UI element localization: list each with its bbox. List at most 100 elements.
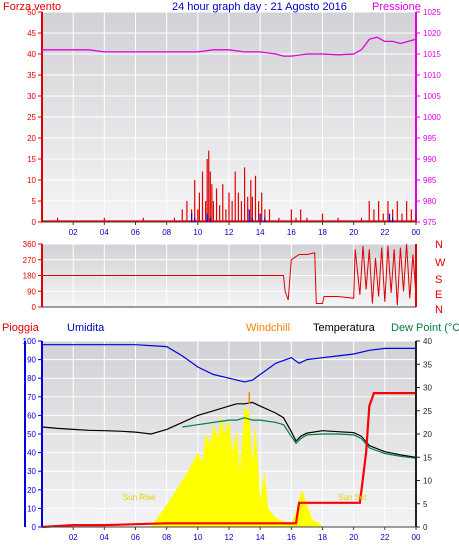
wind-x-tick-label: 20	[349, 228, 358, 237]
time-x-tick-label: 10	[193, 533, 202, 542]
wind-tick-label: 50	[27, 8, 36, 17]
wind-tick-label: 20	[27, 134, 36, 143]
wind-x-tick-label: 08	[162, 228, 171, 237]
wind-tick-label: 25	[27, 113, 36, 122]
wind-x-tick-label: 10	[193, 228, 202, 237]
wind-x-tick-label: 02	[69, 228, 78, 237]
solar-area	[42, 406, 416, 527]
humidity-tick-label: 0	[32, 523, 37, 532]
temperature-tick-label: 35	[423, 360, 432, 369]
direction-tick-label: 0	[32, 303, 37, 312]
wind-x-tick-label: 00	[412, 228, 421, 237]
rain-line	[41, 392, 416, 529]
pressure-axis-title: Pressione	[372, 1, 421, 13]
pressure-tick-label: 1015	[423, 50, 441, 59]
humidity-temperature-series	[41, 344, 417, 529]
humidity-temperature-panel: 0102030405060708090100051015202530354002…	[2, 322, 459, 542]
time-x-tick-label: 12	[225, 533, 234, 542]
legend-rain: Pioggia	[2, 322, 40, 334]
pressure-tick-label: 975	[423, 218, 437, 227]
wind-tick-label: 15	[27, 155, 36, 164]
wind-x-tick-label: 06	[131, 228, 140, 237]
time-x-tick-label: 14	[256, 533, 265, 542]
time-x-tick-label: 04	[100, 533, 109, 542]
pressure-tick-label: 1010	[423, 71, 441, 80]
wind-pressure-axes: 0510152025303540455097598098599099510001…	[27, 8, 441, 237]
temperature-line	[41, 401, 417, 458]
pressure-tick-label: 990	[423, 155, 437, 164]
humidity-temperature-axes: 0102030405060708090100051015202530354002…	[23, 337, 433, 542]
wind-x-tick-label: 14	[256, 228, 265, 237]
pressure-tick-label: 1005	[423, 92, 441, 101]
direction-tick-label: 180	[23, 272, 37, 281]
wind-x-tick-label: 18	[318, 228, 327, 237]
wind-pressure-panel: 0510152025303540455097598098599099510001…	[3, 1, 441, 237]
compass-label: E	[435, 289, 442, 301]
humidity-tick-label: 100	[23, 337, 37, 346]
compass-label: W	[435, 257, 446, 269]
humidity-tick-label: 60	[27, 411, 36, 420]
pressure-tick-label: 995	[423, 134, 437, 143]
temperature-tick-label: 0	[423, 523, 428, 532]
pressure-tick-label: 1020	[423, 29, 441, 38]
sunset-label: Sun Set	[338, 493, 367, 502]
humidity-line	[42, 344, 416, 383]
pressure-tick-label: 1000	[423, 113, 441, 122]
pressure-tick-label: 985	[423, 176, 437, 185]
direction-tick-label: 270	[23, 256, 37, 265]
wind-direction-line	[42, 243, 417, 306]
humidity-tick-label: 40	[27, 449, 36, 458]
legend-humidity: Umidita	[67, 322, 105, 334]
wind-direction-series	[42, 243, 417, 306]
time-x-tick-label: 18	[318, 533, 327, 542]
dew-point-line	[182, 417, 417, 459]
time-x-tick-label: 02	[69, 533, 78, 542]
temperature-tick-label: 20	[423, 430, 432, 439]
direction-tick-label: 90	[27, 287, 36, 296]
compass-label: S	[435, 274, 442, 286]
wind-x-tick-label: 12	[225, 228, 234, 237]
sunrise-label: Sun Rise	[123, 493, 156, 502]
wind-axis-title: Forza vento	[3, 1, 61, 13]
wind-x-tick-label: 04	[100, 228, 109, 237]
humidity-tick-label: 70	[27, 393, 36, 402]
time-x-tick-label: 16	[287, 533, 296, 542]
humidity-tick-label: 50	[27, 430, 36, 439]
legend-temperature: Temperatura	[313, 322, 376, 334]
pressure-tick-label: 980	[423, 197, 437, 206]
humidity-tick-label: 10	[27, 504, 36, 513]
time-x-tick-label: 20	[349, 533, 358, 542]
temperature-tick-label: 30	[423, 384, 432, 393]
wind-tick-label: 45	[27, 29, 36, 38]
time-x-tick-label: 22	[380, 533, 389, 542]
compass-label: N	[435, 239, 443, 251]
temperature-tick-label: 25	[423, 407, 432, 416]
time-x-tick-label: 06	[131, 533, 140, 542]
wind-tick-label: 35	[27, 71, 36, 80]
humidity-tick-label: 80	[27, 374, 36, 383]
legend-dew-point: Dew Point (°C	[391, 322, 459, 334]
humidity-tick-label: 90	[27, 356, 36, 365]
temperature-tick-label: 40	[423, 337, 432, 346]
wind-tick-label: 30	[27, 92, 36, 101]
time-x-tick-label: 00	[412, 533, 421, 542]
temperature-tick-label: 10	[423, 477, 432, 486]
humidity-tick-label: 30	[27, 467, 36, 476]
wind-direction-axes: 0 90 180 270 360	[23, 240, 417, 312]
wind-x-tick-label: 16	[287, 228, 296, 237]
humidity-tick-label: 20	[27, 486, 36, 495]
wind-tick-label: 40	[27, 50, 36, 59]
wind-tick-label: 5	[32, 197, 37, 206]
wind-pressure-series	[42, 36, 417, 222]
chart-title: 24 hour graph day : 21 Agosto 2016	[172, 1, 347, 13]
temperature-tick-label: 5	[423, 500, 428, 509]
pressure-tick-label: 1025	[423, 8, 441, 17]
direction-tick-label: 360	[23, 240, 37, 249]
wind-tick-label: 0	[32, 218, 37, 227]
legend-windchill: Windchill	[246, 322, 290, 334]
compass-label: N	[435, 304, 443, 316]
temperature-tick-label: 15	[423, 453, 432, 462]
